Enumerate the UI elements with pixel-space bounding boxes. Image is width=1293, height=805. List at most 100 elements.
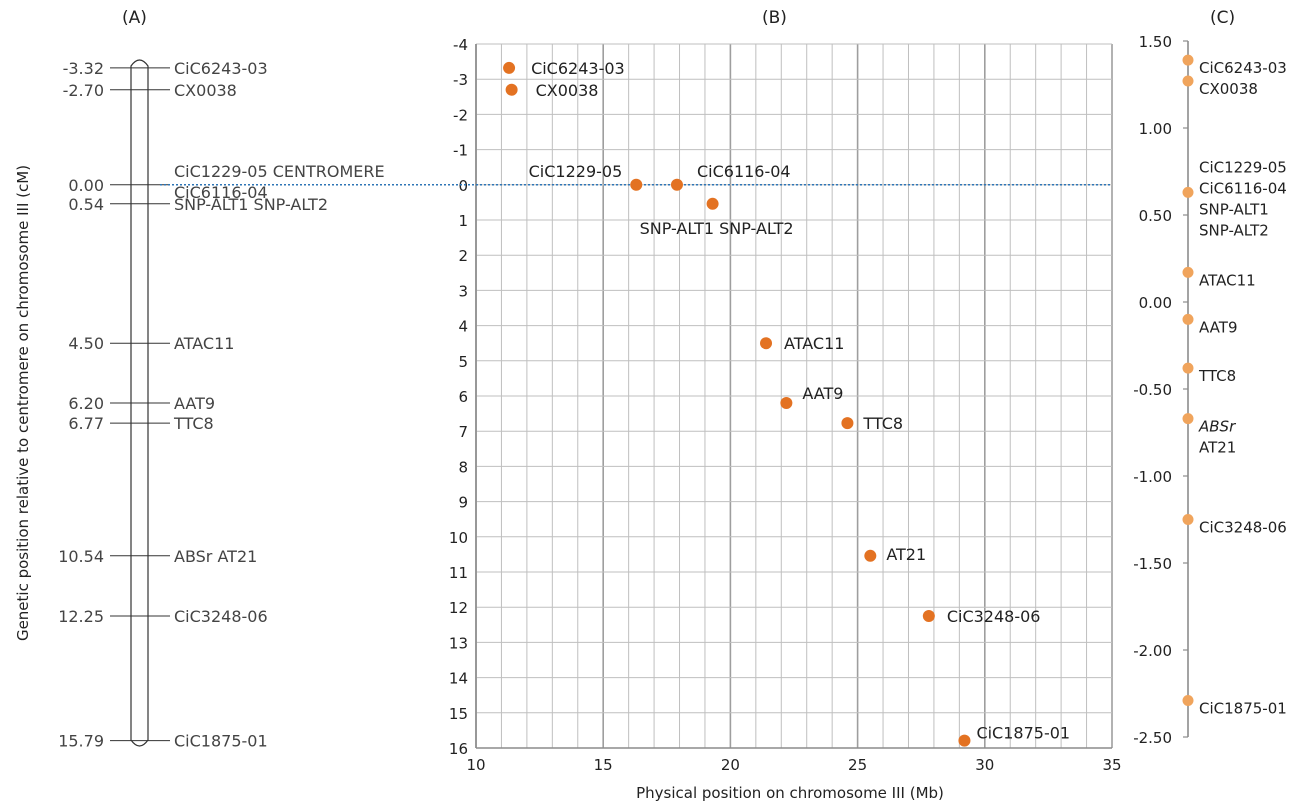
y-tick-label: 14 (449, 670, 468, 688)
marker-position-label: 6.20 (68, 394, 104, 413)
data-point-marker (841, 417, 854, 430)
c-point-label: CiC1229-05 (1199, 158, 1287, 176)
y-tick-label: 10 (449, 529, 468, 547)
y-tick-label: 11 (449, 564, 468, 582)
y-tick-label: -1 (453, 142, 468, 160)
c-tick-label: 0.00 (1139, 294, 1172, 312)
y-tick-label: 13 (449, 634, 468, 652)
data-point-label: CiC6116-04 (697, 162, 791, 181)
data-point-marker (630, 178, 643, 191)
data-point-marker (760, 337, 773, 350)
c-point-label: ABSr (1198, 418, 1236, 436)
y-tick-label: 15 (449, 705, 468, 723)
data-point-marker (780, 397, 793, 410)
c-point-label: SNP-ALT1 (1199, 200, 1269, 218)
y-tick-label: 12 (449, 599, 468, 617)
c-point-marker (1182, 186, 1194, 198)
data-point-label: AAT9 (802, 384, 843, 403)
y-tick-label: 8 (458, 458, 468, 476)
c-point-label: CiC6243-03 (1199, 59, 1287, 77)
c-point-label: SNP-ALT2 (1199, 221, 1269, 239)
y-tick-label: 4 (458, 318, 468, 336)
data-point-marker (505, 83, 518, 96)
data-point-marker (958, 734, 971, 747)
marker-name-label: CiC1229-05 CENTROMERE (174, 162, 385, 181)
panel-c-scale-plot: 1.50 1.00 0.50 0.00 -0.50 -1.00 -1.50 -2.00 -2.5… (1133, 33, 1287, 747)
x-tick-label: 35 (1102, 756, 1121, 774)
marker-position-label: 10.54 (58, 547, 104, 566)
panel-a-linkage-map: -3.32 CiC6243-03 -2.70 CX0038 0.00 CiC1229-05… (58, 59, 384, 751)
data-point-label: ATAC11 (784, 334, 844, 353)
x-tick-label: 15 (594, 756, 613, 774)
marker-position-label: 15.79 (58, 732, 104, 751)
c-point-label: CX0038 (1199, 80, 1258, 98)
c-tick-label: 1.50 (1139, 33, 1172, 51)
y-tick-label: 3 (458, 282, 468, 300)
y-tick-label: -3 (453, 71, 468, 89)
c-point-marker (1182, 413, 1194, 425)
c-point-label: CiC1875-01 (1199, 699, 1287, 717)
data-point-marker (503, 61, 516, 74)
marker-position-label: -2.70 (63, 81, 104, 100)
c-point-marker (1182, 266, 1194, 278)
c-point-label: ATAC11 (1199, 271, 1256, 289)
c-tick-label: 1.00 (1139, 120, 1172, 138)
panel-a-letter: (A) (122, 8, 147, 28)
y-tick-label: 7 (458, 423, 468, 441)
c-tick-label: -1.00 (1133, 468, 1172, 486)
c-point-marker (1182, 694, 1194, 706)
marker-position-label: 0.00 (68, 176, 104, 195)
marker-name-label: TTC8 (173, 414, 214, 433)
c-point-label: AT21 (1199, 439, 1236, 457)
data-point-label: TTC8 (862, 414, 903, 433)
c-tick-label: -1.50 (1133, 555, 1172, 573)
marker-position-label: -3.32 (63, 59, 104, 78)
data-point-marker (670, 178, 683, 191)
marker-name-label: SNP-ALT1 SNP-ALT2 (174, 195, 328, 214)
data-point-marker (922, 610, 935, 622)
x-tick-label: 30 (975, 756, 994, 774)
c-point-label: CiC3248-06 (1199, 519, 1287, 537)
marker-position-label: 4.50 (68, 334, 104, 353)
marker-name-label: CiC6116-04 (174, 183, 268, 202)
y-tick-label: 0 (458, 177, 468, 195)
panel-c-letter: (C) (1210, 8, 1236, 28)
c-point-marker (1182, 75, 1194, 87)
marker-name-label: CiC3248-06 (174, 607, 268, 626)
c-point-marker (1182, 313, 1194, 325)
data-point-label: CiC1875-01 (976, 724, 1070, 743)
x-tick-label: 10 (466, 756, 485, 774)
c-tick-label: -0.50 (1133, 381, 1172, 399)
marker-name-label: CiC6243-03 (174, 59, 268, 78)
c-point-marker (1182, 514, 1194, 525)
y-tick-label: 9 (458, 494, 468, 512)
c-tick-label: -2.00 (1133, 642, 1172, 660)
data-point-label: CiC3248-06 (947, 607, 1041, 626)
marker-position-label: 12.25 (58, 607, 104, 626)
c-point-label: TTC8 (1198, 367, 1236, 385)
data-point-label: AT21 (886, 545, 926, 564)
marker-name-label: ABSr AT21 (174, 547, 257, 566)
y-tick-label: 2 (458, 247, 468, 265)
chromosome-bar (130, 59, 149, 747)
marker-name-label: AAT9 (174, 394, 215, 413)
marker-name-label: ATAC11 (174, 334, 234, 353)
c-point-marker (1182, 54, 1194, 66)
c-point-marker (1182, 362, 1194, 374)
data-point-label: CX0038 (536, 81, 599, 100)
y-tick-label: 6 (458, 388, 468, 406)
c-tick-label: 0.50 (1139, 207, 1172, 225)
x-axis-label: Physical position on chromosome III (Mb) (636, 784, 944, 802)
y-tick-label: -2 (453, 106, 468, 124)
y-tick-label: 16 (449, 740, 468, 758)
panel-b-letter: (B) (762, 8, 787, 28)
data-point-marker (706, 197, 719, 210)
x-tick-label: 20 (721, 756, 740, 774)
marker-position-label: 6.77 (68, 414, 104, 433)
y-tick-label: 1 (458, 212, 468, 230)
c-tick-label: -2.50 (1133, 729, 1172, 747)
marker-position-label: 0.54 (68, 195, 104, 214)
y-tick-label: -4 (453, 36, 468, 54)
